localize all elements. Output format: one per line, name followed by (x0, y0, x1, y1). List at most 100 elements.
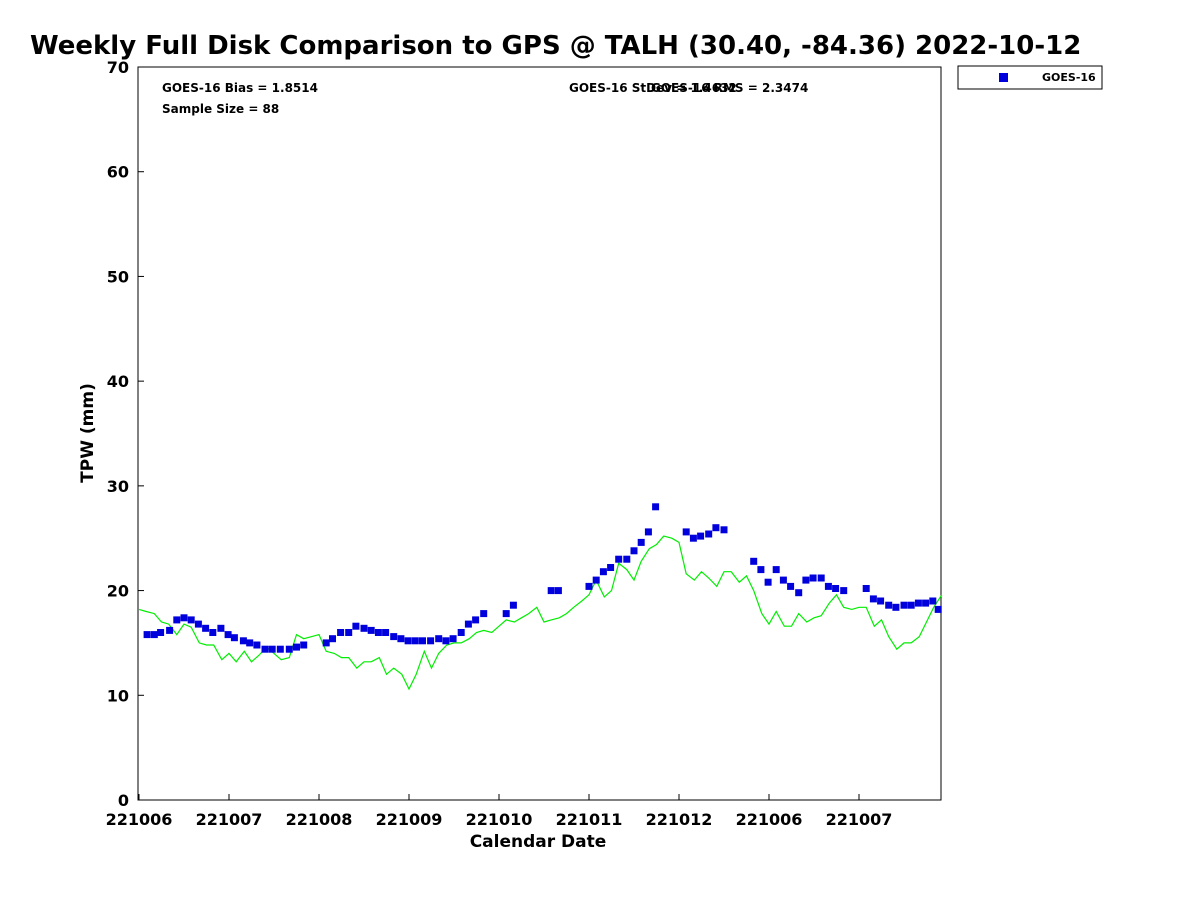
x-tick-label: 221008 (286, 810, 353, 829)
x-axis: 221006 221007 221008 221009 221010 221011 2210… (106, 794, 893, 829)
goes16-data-point (209, 629, 217, 636)
y-axis-label: TPW (mm) (78, 383, 98, 483)
goes16-data-point (787, 582, 795, 590)
y-tick-label: 20 (107, 582, 129, 601)
x-tick-label: 221012 (646, 810, 713, 829)
goes16-data-point (750, 557, 758, 565)
goes16-data-point (293, 643, 300, 651)
goes16-data-point (509, 601, 517, 609)
series-layer (138, 503, 943, 691)
goes16-data-point (427, 637, 435, 645)
goes16-data-point (449, 635, 457, 643)
goes16-data-point (419, 637, 426, 645)
goes16-data-point (929, 597, 937, 605)
stdev-stat: GOES-16 StDev = 1.4632 (569, 81, 737, 95)
goes16-data-point (166, 626, 174, 634)
goes16-data-point (502, 610, 510, 618)
goes16-data-point (757, 566, 765, 574)
goes16-data-point (382, 629, 390, 636)
goes16-data-point (253, 641, 261, 649)
goes16-data-point (143, 631, 151, 639)
y-tick-label: 50 (107, 267, 129, 286)
y-axis: 0 10 20 30 40 50 60 70 (107, 58, 144, 810)
y-tick-label: 0 (118, 791, 129, 810)
rms-stat: GOES-16 RMS = 2.3474 (651, 81, 808, 95)
goes16-data-point (547, 587, 555, 595)
goes16-data-point (322, 639, 330, 647)
legend: GOES-16 (957, 65, 1103, 90)
goes16-data-point (892, 603, 900, 611)
goes16-data-point (900, 601, 908, 609)
y-tick-label: 30 (107, 477, 129, 496)
y-tick-label: 10 (107, 686, 129, 705)
goes16-data-point (194, 620, 202, 628)
goes16-data-point (779, 576, 787, 584)
goes16-data-point (809, 574, 817, 582)
goes16-data-point (345, 629, 353, 636)
goes16-data-point (457, 629, 465, 636)
goes16-data-point (630, 547, 638, 555)
goes16-data-point (607, 564, 615, 571)
x-tick-label: 221010 (466, 810, 533, 829)
goes16-data-point (795, 589, 803, 597)
goes16-data-point (397, 635, 405, 643)
goes16-data-point (202, 624, 210, 632)
plot-area (137, 66, 942, 801)
goes16-data-point (404, 637, 412, 645)
goes16-data-point (276, 645, 284, 653)
goes16-data-point (442, 637, 450, 645)
goes16-data-point (862, 585, 870, 592)
goes16-data-point (840, 587, 848, 595)
y-tick-label: 40 (107, 372, 129, 391)
x-tick-label: 221007 (196, 810, 263, 829)
goes16-data-point (390, 633, 398, 641)
goes16-data-point (157, 629, 165, 636)
goes16-data-point (360, 624, 368, 632)
goes16-data-point (352, 622, 360, 630)
goes16-data-point (337, 629, 345, 636)
goes16-data-point (877, 597, 885, 605)
goes16-data-point (230, 634, 238, 642)
y-tick-label: 70 (107, 58, 129, 77)
goes16-data-point (224, 631, 232, 639)
goes16-data-point (824, 582, 832, 590)
goes16-data-point (246, 639, 254, 647)
goes16-data-point (150, 631, 158, 639)
legend-box (957, 65, 1103, 90)
goes16-data-point (599, 568, 607, 576)
goes16-data-point (268, 645, 276, 653)
goes16-data-point (914, 599, 922, 607)
legend-label-goes16: GOES-16 (1042, 71, 1096, 84)
goes16-data-point (464, 620, 472, 628)
goes16-data-point (697, 532, 705, 540)
legend-marker-goes16 (999, 73, 1008, 82)
goes16-data-point (832, 585, 840, 592)
x-tick-label: 221011 (556, 810, 623, 829)
goes16-data-point (689, 534, 697, 542)
x-tick-label: 221007 (826, 810, 893, 829)
goes16-data-point (217, 624, 225, 632)
goes16-data-point (682, 528, 690, 536)
goes16-data-point (922, 599, 930, 607)
x-tick-label: 221006 (736, 810, 803, 829)
goes16-data-point (180, 614, 188, 622)
goes16-data-point (374, 629, 382, 636)
goes16-data-point (411, 637, 419, 645)
goes16-data-point (652, 503, 660, 511)
chart-title: Weekly Full Disk Comparison to GPS @ TAL… (30, 31, 1081, 61)
goes16-data-point (764, 578, 772, 586)
goes16-data-point (869, 595, 877, 603)
sample-size-stat: Sample Size = 88 (162, 102, 279, 116)
goes16-data-point (239, 637, 247, 645)
goes16-data-point (435, 635, 443, 643)
goes16-data-point (705, 530, 713, 538)
goes16-data-point (300, 641, 308, 649)
goes16-data-point (802, 576, 810, 584)
goes16-data-point (907, 601, 915, 609)
goes16-data-point (615, 555, 623, 563)
goes16-data-point (637, 538, 645, 546)
goes16-data-point (885, 601, 893, 609)
goes16-data-point (712, 524, 720, 532)
goes16-data-point (817, 574, 825, 582)
